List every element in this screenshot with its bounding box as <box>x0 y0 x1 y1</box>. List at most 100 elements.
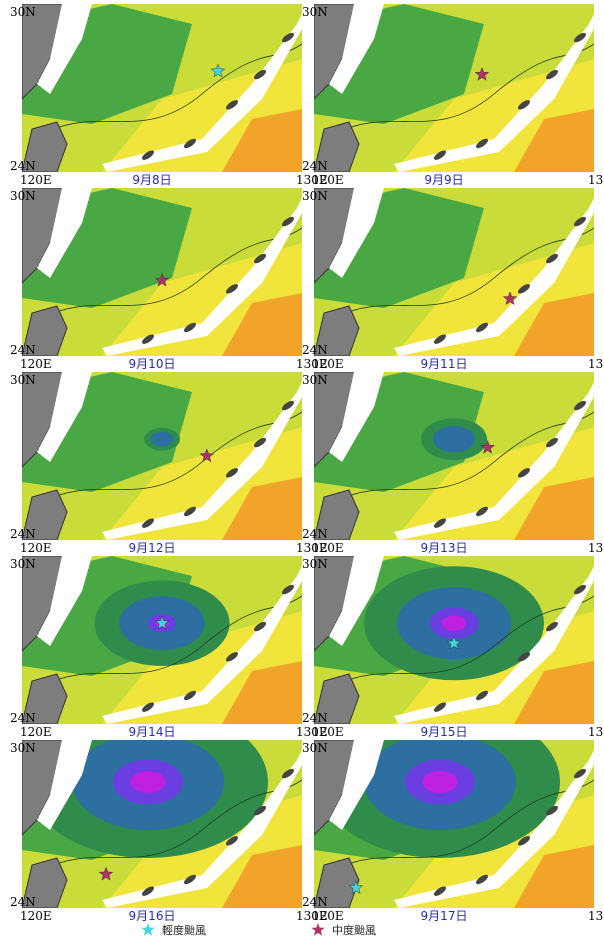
lon-label-left: 120E <box>312 909 344 923</box>
island <box>184 690 196 701</box>
island <box>518 836 530 846</box>
island <box>574 216 586 227</box>
map-area <box>22 556 302 724</box>
island <box>254 253 266 264</box>
land-taiwan <box>314 673 360 724</box>
lon-label-right: 130E <box>588 725 604 739</box>
island <box>574 400 586 411</box>
legend-label: 中度颱風 <box>332 923 376 937</box>
warm-patch <box>222 293 302 356</box>
no-data-mask <box>37 740 92 830</box>
map-area <box>314 188 594 356</box>
lat-label-bottom: 24N <box>302 159 328 173</box>
island-chain <box>394 14 594 172</box>
island <box>142 150 154 160</box>
island <box>518 652 530 662</box>
lat-label-bottom: 24N <box>10 159 36 173</box>
lat-label-bottom: 24N <box>302 343 328 357</box>
lat-label-top: 30N <box>302 373 328 387</box>
lat-label-top: 30N <box>10 5 36 19</box>
no-data-mask <box>329 372 384 462</box>
land-taiwan <box>22 673 68 724</box>
no-data-mask <box>329 740 384 830</box>
warm-patch <box>222 109 302 172</box>
island <box>282 584 294 595</box>
typhoon-marker <box>446 635 462 650</box>
date-label: 9月17日 <box>421 909 468 923</box>
island <box>184 138 196 149</box>
lon-label-left: 120E <box>20 541 52 555</box>
lat-label-bottom: 24N <box>10 343 36 357</box>
date-label: 9月14日 <box>129 725 176 739</box>
lon-label-right: 130E <box>588 173 604 187</box>
island <box>226 836 238 846</box>
lat-label-bottom: 24N <box>10 895 36 909</box>
lat-label-top: 30N <box>302 189 328 203</box>
island <box>254 69 266 80</box>
lat-label-bottom: 24N <box>10 527 36 541</box>
lat-label-top: 30N <box>10 741 36 755</box>
lon-label-right: 130E <box>296 173 328 187</box>
typhoon-marker <box>199 448 215 463</box>
island <box>476 690 488 701</box>
no-data-mask <box>329 4 384 94</box>
land-taiwan <box>314 121 360 172</box>
warm-patch <box>222 477 302 540</box>
legend-label: 輕度颱風 <box>162 923 206 937</box>
land-taiwan <box>314 489 360 540</box>
island <box>546 437 558 448</box>
island <box>518 468 530 478</box>
cold-anomaly <box>433 426 475 453</box>
no-data-mask <box>329 556 384 646</box>
lon-label-right: 130E <box>588 541 604 555</box>
lat-label-top: 30N <box>10 557 36 571</box>
map-area <box>22 188 302 356</box>
cold-core <box>422 771 458 793</box>
island <box>226 284 238 294</box>
island <box>518 284 530 294</box>
island <box>574 584 586 595</box>
island-chain <box>394 198 594 356</box>
cold-anomaly <box>150 432 174 447</box>
island <box>254 805 266 816</box>
map-area <box>22 740 302 908</box>
map-area <box>314 740 594 908</box>
lat-label-top: 30N <box>10 373 36 387</box>
date-label: 9月9日 <box>424 173 463 187</box>
island <box>282 768 294 779</box>
island-chain <box>102 750 302 908</box>
legend-marker <box>311 923 325 936</box>
island <box>546 805 558 816</box>
island <box>226 652 238 662</box>
typhoon-marker <box>210 63 226 78</box>
island <box>254 437 266 448</box>
map-area <box>314 372 594 540</box>
warm-patch <box>514 109 594 172</box>
island <box>226 100 238 110</box>
land-taiwan <box>22 857 68 908</box>
lat-label-top: 30N <box>302 557 328 571</box>
island <box>142 518 154 528</box>
island <box>142 886 154 896</box>
typhoon-marker <box>502 291 518 306</box>
island <box>574 32 586 43</box>
lat-label-top: 30N <box>302 5 328 19</box>
island <box>184 322 196 333</box>
lon-label-left: 120E <box>20 357 52 371</box>
lon-label-right: 130E <box>588 909 604 923</box>
date-label: 9月12日 <box>129 541 176 555</box>
island <box>142 702 154 712</box>
island <box>226 468 238 478</box>
date-label: 9月11日 <box>421 357 468 371</box>
island <box>476 506 488 517</box>
lon-label-right: 130E <box>296 357 328 371</box>
lon-label-left: 120E <box>312 725 344 739</box>
lon-label-right: 130E <box>588 357 604 371</box>
lon-label-left: 120E <box>20 909 52 923</box>
